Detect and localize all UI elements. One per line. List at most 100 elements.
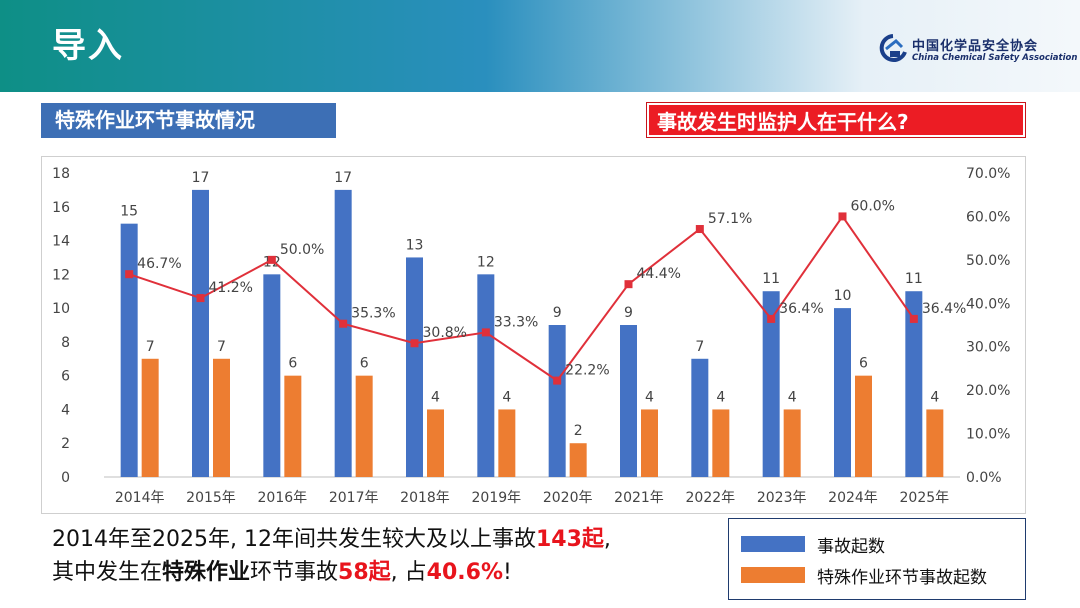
summary-line-2-share: , 占 — [390, 560, 427, 585]
summary-line-1-text: 2014年至2025年, 12年间共发生较大及以上事故 — [52, 527, 536, 552]
y-right-tick-label: 50.0% — [966, 253, 1010, 269]
x-tick-label: 2014年 — [115, 490, 165, 506]
x-tick-label: 2021年 — [614, 490, 664, 506]
y-left-tick-label: 2 — [61, 436, 70, 452]
y-left-tick-label: 16 — [52, 200, 70, 216]
bar-total — [548, 325, 566, 477]
bar-special-label: 7 — [146, 339, 155, 355]
y-right-tick-label: 10.0% — [966, 427, 1010, 443]
x-tick-label: 2020年 — [543, 490, 593, 506]
bar-special-label: 2 — [574, 423, 583, 439]
bar-special — [498, 409, 516, 477]
y-left-tick-label: 14 — [52, 234, 70, 250]
x-tick-label: 2018年 — [400, 490, 450, 506]
bar-total-label: 9 — [553, 305, 562, 321]
section-title: 特殊作业环节事故情况 — [41, 103, 336, 138]
special-percentage: 40.6% — [426, 560, 503, 585]
summary-line-2-text: 其中发生在 — [52, 560, 163, 585]
rate-point — [339, 319, 348, 328]
chart-legend: 事故起数 特殊作业环节事故起数 — [728, 518, 1026, 600]
bar-total-label: 10 — [834, 288, 852, 304]
rate-label: 41.2% — [209, 280, 253, 296]
total-count: 143起 — [535, 527, 604, 552]
x-tick-label: 2016年 — [258, 490, 308, 506]
bar-special — [427, 409, 444, 477]
bar-special — [641, 409, 658, 477]
legend-swatch-special — [741, 567, 805, 583]
question-banner: 事故发生时监护人在干什么? — [647, 103, 1025, 137]
rate-label: 50.0% — [280, 242, 324, 258]
logo-chinese-name: 中国化学品安全协会 — [912, 39, 1039, 54]
special-ops-term: 特殊作业 — [162, 560, 251, 585]
bar-total-label: 15 — [120, 204, 138, 220]
y-left-tick-label: 6 — [61, 369, 70, 385]
bar-total — [762, 291, 780, 477]
bar-special — [213, 358, 230, 477]
rate-point — [125, 270, 134, 279]
y-right-tick-label: 30.0% — [966, 340, 1010, 356]
bar-special-label: 6 — [360, 356, 369, 372]
y-right-tick-label: 0.0% — [966, 470, 1002, 486]
y-right-tick-label: 40.0% — [966, 296, 1010, 312]
legend-swatch-total — [741, 536, 805, 552]
bar-total-label: 12 — [477, 254, 495, 270]
rate-label: 22.2% — [565, 363, 609, 379]
bar-total-label: 13 — [406, 237, 424, 253]
rate-label: 36.4% — [922, 301, 966, 317]
rate-point — [267, 255, 276, 264]
bar-special-label: 6 — [288, 356, 297, 372]
y-left-tick-label: 0 — [61, 470, 70, 486]
y-left-tick-label: 18 — [52, 166, 70, 182]
bar-total — [620, 325, 637, 477]
legend-label-special: 特殊作业环节事故起数 — [817, 567, 987, 588]
legend-item-total: 事故起数 — [741, 531, 885, 557]
x-tick-label: 2022年 — [686, 490, 736, 506]
chart-container: 0 2 4 6 8 10 12 14 16 18 0.0% 10.0% 20.0% 30.0% 40.0% 5… — [41, 156, 1026, 514]
y-right-tick-label: 60.0% — [966, 209, 1010, 225]
csa-emblem-icon — [879, 34, 907, 62]
rate-label: 35.3% — [351, 306, 395, 322]
special-count: 58起 — [338, 560, 391, 585]
association-logo: 中国化学品安全协会 China Chemical Safety Associat… — [876, 33, 1077, 67]
bar-total-label: 11 — [762, 271, 780, 287]
x-tick-label: 2015年 — [186, 490, 236, 506]
rate-label: 33.3% — [494, 314, 538, 330]
rate-label: 46.7% — [137, 256, 181, 272]
rate-point — [553, 376, 562, 385]
rate-point — [767, 314, 776, 323]
bar-total-label: 9 — [624, 305, 633, 321]
summary-line-2-end: ! — [503, 560, 512, 585]
rate-point — [909, 314, 918, 323]
bar-special — [141, 358, 159, 477]
y-left-tick-label: 12 — [52, 267, 70, 283]
accident-chart: 0 2 4 6 8 10 12 14 16 18 0.0% 10.0% 20.0% 30.0% 40.0% 5… — [52, 166, 1010, 506]
y-right-tick-label: 20.0% — [966, 383, 1010, 399]
bar-total — [905, 291, 923, 477]
y-right-tick-label: 70.0% — [966, 166, 1010, 182]
summary-text: 2014年至2025年, 12年间共发生较大及以上事故143起, 其中发生在特殊… — [52, 523, 732, 589]
bar-special — [569, 443, 587, 477]
rate-point — [481, 328, 490, 337]
bar-special-label: 4 — [502, 389, 511, 405]
bar-total-label: 7 — [695, 339, 704, 355]
summary-line-2: 其中发生在特殊作业环节事故58起, 占40.6%! — [52, 556, 732, 589]
x-tick-label: 2025年 — [900, 490, 950, 506]
summary-line-1: 2014年至2025年, 12年间共发生较大及以上事故143起, — [52, 523, 732, 556]
rate-point — [624, 280, 633, 289]
logo-english-name: China Chemical Safety Association — [912, 53, 1078, 63]
y-left-tick-label: 10 — [52, 301, 70, 317]
rate-label: 57.1% — [708, 211, 752, 227]
legend-label-total: 事故起数 — [817, 536, 885, 557]
bar-special — [855, 375, 872, 477]
bar-special-label: 4 — [788, 389, 797, 405]
summary-line-2-mid: 环节事故 — [250, 560, 339, 585]
bar-total — [334, 189, 352, 477]
bar-special — [284, 375, 302, 477]
x-tick-label: 2023年 — [757, 490, 807, 506]
bar-special — [355, 375, 373, 477]
bar-total — [477, 274, 495, 477]
bar-total — [263, 274, 281, 477]
bar-special — [783, 409, 801, 477]
x-tick-label: 2019年 — [472, 490, 522, 506]
x-tick-label: 2024年 — [828, 490, 878, 506]
